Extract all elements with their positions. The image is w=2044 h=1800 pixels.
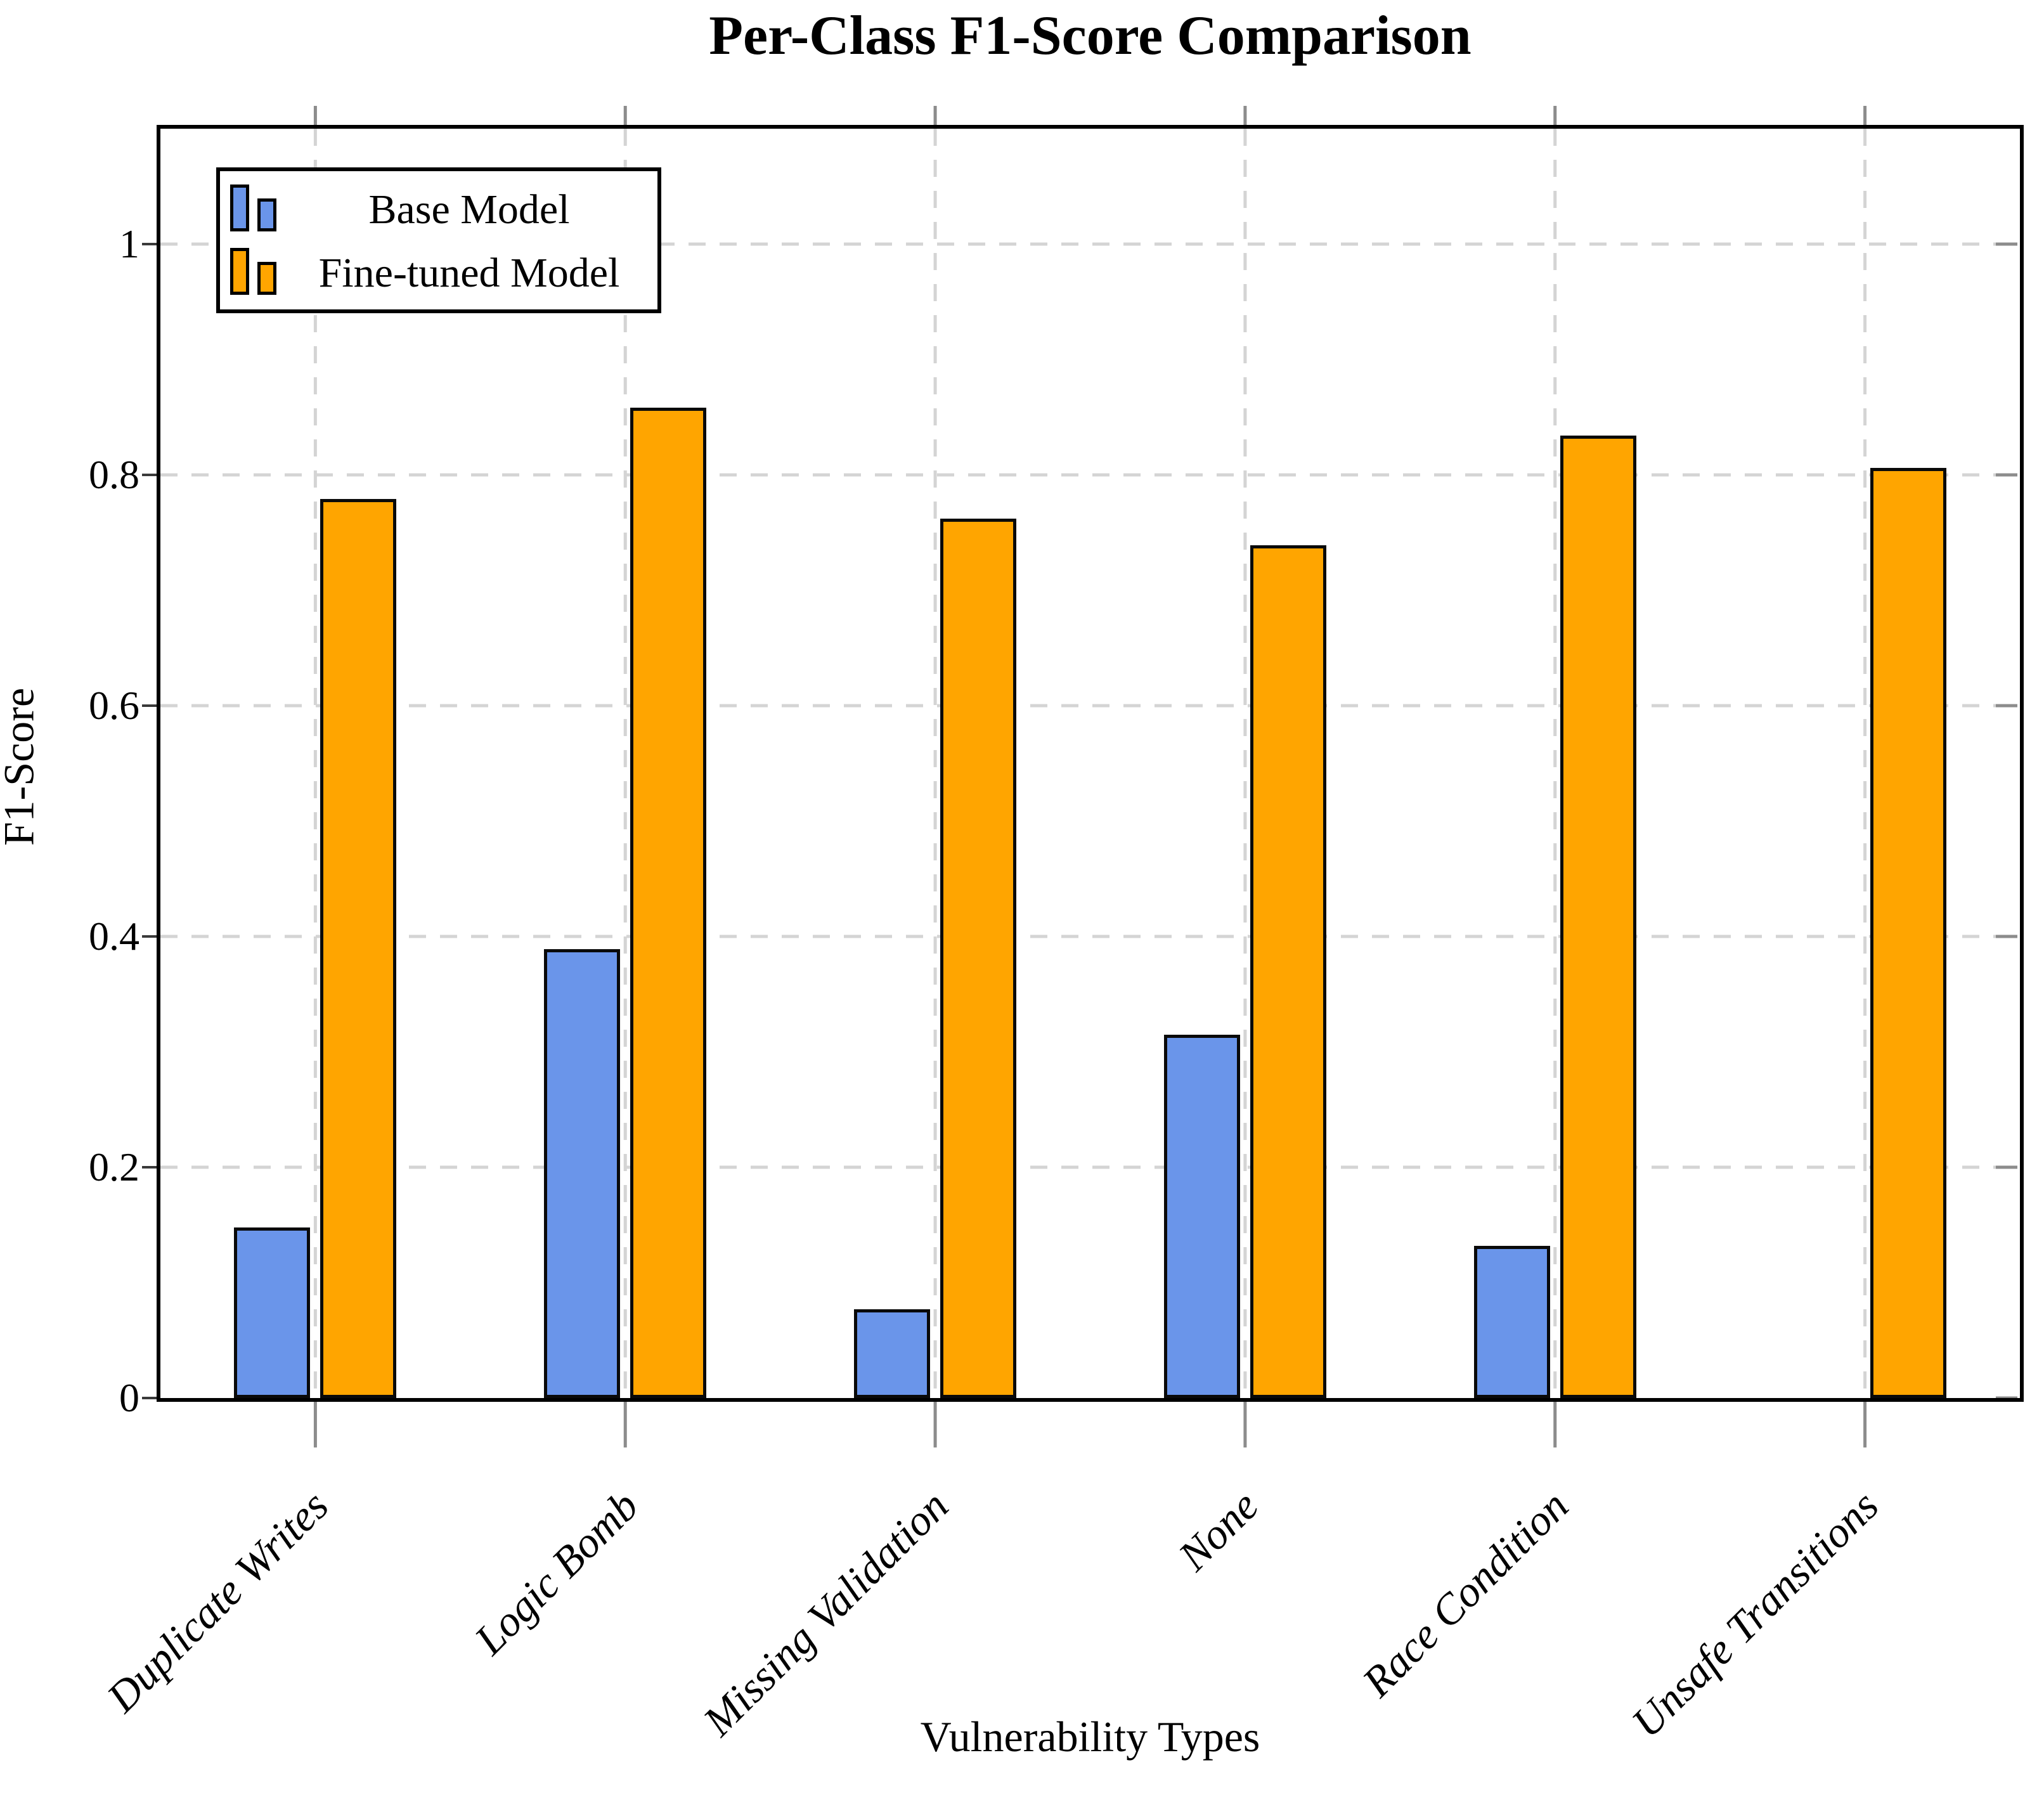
- plot-frame: [157, 125, 2024, 1402]
- bar-fine-tuned-model-duplicate-writes: [320, 499, 397, 1398]
- y-tick-label: 0: [119, 1375, 139, 1420]
- y-tick-label: 0.2: [89, 1144, 139, 1189]
- y-tick-label: 1: [119, 221, 139, 266]
- bar-fine-tuned-model-race-condition: [1560, 436, 1636, 1398]
- legend-label-fine-tuned-model: Fine-tuned Model: [318, 250, 620, 296]
- legend-row-fine-tuned-model: Fine-tuned Model: [230, 239, 651, 302]
- bar-base-model-missing-validation: [854, 1309, 931, 1398]
- legend-label-base-model: Base Model: [368, 186, 570, 233]
- y-tick-label: 0.8: [89, 452, 139, 497]
- bar-base-model-none: [1163, 1035, 1240, 1398]
- y-tick-label: 0.6: [89, 683, 139, 728]
- bar-fine-tuned-model-missing-validation: [940, 519, 1017, 1398]
- x-axis-label: Vulnerability Types: [920, 1713, 1260, 1761]
- chart-title: Per-Class F1-Score Comparison: [709, 5, 1472, 67]
- bar-base-model-race-condition: [1473, 1246, 1550, 1398]
- base-model-bar-marker-icon: [230, 185, 287, 231]
- bar-fine-tuned-model-none: [1250, 545, 1326, 1398]
- y-tick-label: 0.4: [89, 914, 139, 959]
- legend-box: Base Model Fine-tuned Model: [216, 167, 661, 313]
- bar-base-model-logic-bomb: [544, 949, 621, 1398]
- bar-fine-tuned-model-logic-bomb: [630, 408, 707, 1398]
- bar-base-model-duplicate-writes: [234, 1227, 311, 1398]
- legend-row-base-model: Base Model: [230, 176, 651, 239]
- fine-tuned-model-bar-marker-icon: [230, 248, 287, 295]
- bar-fine-tuned-model-unsafe-transitions: [1870, 468, 1946, 1398]
